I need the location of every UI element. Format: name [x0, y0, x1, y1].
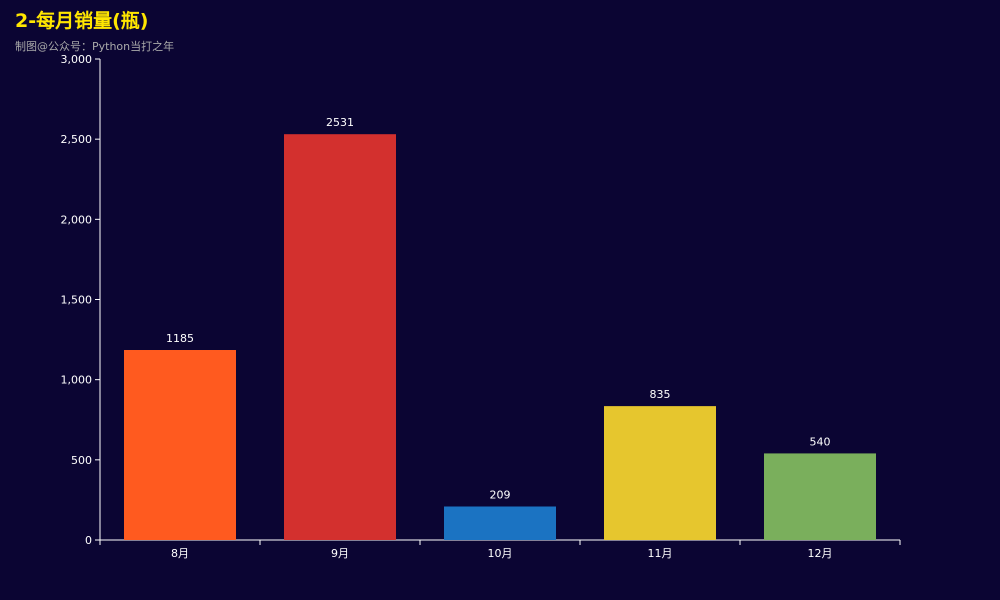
y-tick-label: 0: [85, 534, 92, 547]
chart-subtitle: 制图@公众号：Python当打之年: [15, 40, 175, 53]
x-tick-label: 9月: [331, 547, 349, 560]
y-tick-label: 500: [71, 454, 92, 467]
y-tick-label: 1,500: [61, 294, 93, 307]
bar: [444, 506, 556, 540]
bars-group: [124, 134, 876, 540]
x-tick-label: 12月: [808, 547, 833, 560]
chart-title: 2-每月销量(瓶): [15, 10, 149, 32]
bar: [604, 406, 716, 540]
x-tick-label: 11月: [648, 547, 673, 560]
bar: [124, 350, 236, 540]
y-tick-label: 2,500: [61, 133, 93, 146]
y-tick-label: 3,000: [61, 53, 93, 66]
y-tick-label: 2,000: [61, 213, 93, 226]
bar-value-label: 209: [490, 488, 511, 501]
x-tick-label: 8月: [171, 547, 189, 560]
x-axis: 8月 9月 10月 11月 12月: [99, 539, 901, 560]
bar-value-label: 835: [650, 388, 671, 401]
x-tick-label: 10月: [488, 547, 513, 560]
bar-value-label: 2531: [326, 116, 354, 129]
bar-value-label: 540: [810, 435, 831, 448]
y-tick-label: 1,000: [61, 374, 93, 387]
bar: [284, 134, 396, 540]
bar: [764, 453, 876, 540]
bar-value-label: 1185: [166, 332, 194, 345]
data-labels-group: 1185 2531 209 835 540: [166, 116, 831, 501]
y-axis: 0 500 1,000 1,500 2,000 2,500 3,000: [61, 53, 101, 547]
